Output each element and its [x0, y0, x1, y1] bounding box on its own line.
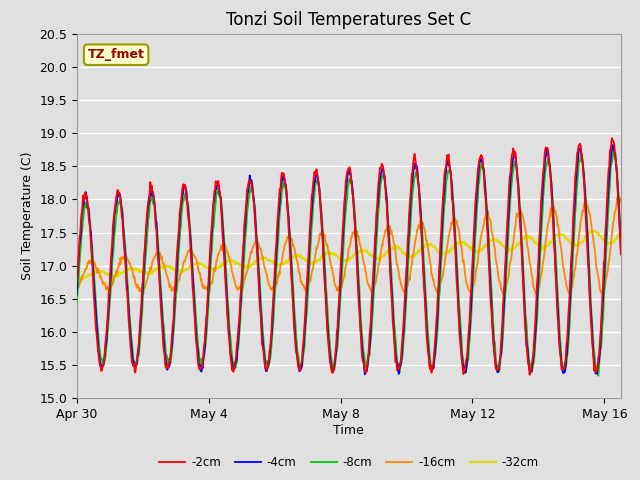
-2cm — [486, 273, 493, 278]
-32cm — [107, 272, 115, 277]
-8cm — [403, 282, 411, 288]
X-axis label: Time: Time — [333, 424, 364, 437]
Line: -16cm: -16cm — [77, 198, 621, 294]
-16cm — [419, 222, 427, 228]
-4cm — [390, 320, 397, 326]
-4cm — [420, 276, 428, 282]
Y-axis label: Soil Temperature (C): Soil Temperature (C) — [20, 152, 34, 280]
-8cm — [389, 292, 397, 298]
-16cm — [541, 241, 549, 247]
-8cm — [541, 169, 549, 175]
-4cm — [361, 372, 369, 377]
-16cm — [614, 195, 621, 201]
-4cm — [106, 279, 114, 285]
-2cm — [403, 258, 411, 264]
-2cm — [542, 144, 550, 150]
-2cm — [525, 372, 533, 378]
-32cm — [390, 243, 397, 249]
-4cm — [486, 273, 494, 279]
-2cm — [617, 252, 625, 257]
Text: TZ_fmet: TZ_fmet — [88, 48, 145, 61]
Line: -32cm: -32cm — [77, 231, 621, 279]
Title: Tonzi Soil Temperatures Set C: Tonzi Soil Temperatures Set C — [226, 11, 472, 29]
-8cm — [609, 148, 617, 154]
-4cm — [404, 253, 412, 259]
-16cm — [106, 284, 114, 290]
-16cm — [389, 233, 397, 239]
Line: -2cm: -2cm — [77, 138, 621, 375]
-16cm — [73, 286, 81, 291]
-32cm — [542, 245, 550, 251]
-32cm — [79, 276, 86, 282]
-2cm — [106, 270, 114, 276]
-2cm — [389, 318, 397, 324]
-8cm — [617, 230, 625, 236]
-4cm — [617, 245, 625, 251]
-32cm — [591, 228, 599, 234]
-2cm — [73, 278, 81, 284]
Legend: -2cm, -4cm, -8cm, -16cm, -32cm: -2cm, -4cm, -8cm, -16cm, -32cm — [154, 452, 543, 474]
-32cm — [486, 237, 494, 242]
-8cm — [595, 373, 602, 379]
-16cm — [617, 200, 625, 205]
Line: -8cm: -8cm — [77, 151, 621, 376]
-2cm — [608, 135, 616, 141]
-4cm — [73, 291, 81, 297]
-32cm — [617, 231, 625, 237]
-32cm — [404, 252, 412, 258]
-8cm — [419, 251, 427, 257]
-4cm — [609, 142, 616, 148]
-32cm — [420, 245, 428, 251]
-8cm — [486, 252, 493, 257]
-8cm — [73, 300, 81, 306]
-16cm — [599, 291, 607, 297]
-2cm — [419, 272, 427, 278]
-8cm — [106, 296, 114, 301]
Line: -4cm: -4cm — [77, 145, 621, 374]
-16cm — [486, 216, 493, 221]
-32cm — [73, 274, 81, 279]
-16cm — [403, 282, 411, 288]
-4cm — [542, 153, 550, 159]
